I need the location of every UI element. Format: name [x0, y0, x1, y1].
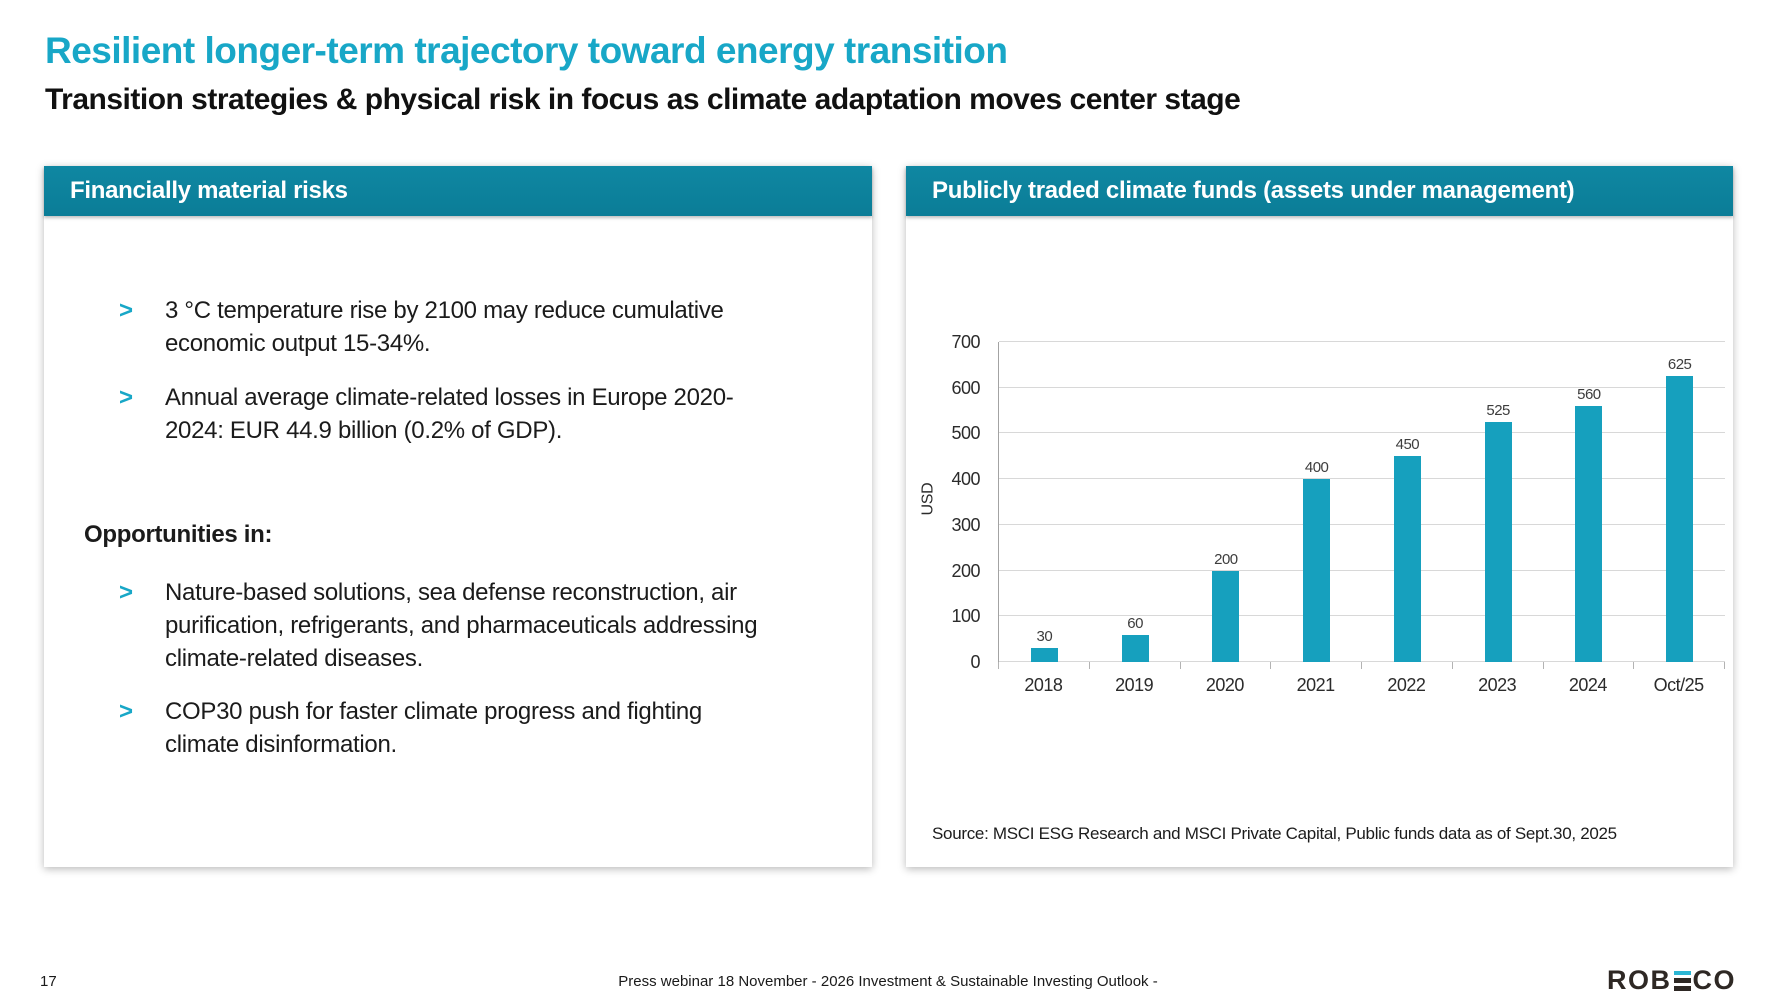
x-tick [1271, 662, 1362, 669]
x-axis-label: 2024 [1568, 675, 1608, 695]
bar-slot: 60 [1090, 342, 1181, 662]
bar-slot: 30 [999, 342, 1090, 662]
page-subtitle: Transition strategies & physical risk in… [45, 83, 1241, 116]
y-tick-label: 500 [951, 423, 980, 444]
bar-value-label: 625 [1667, 356, 1692, 374]
bullet-text: Annual average climate-related losses in… [165, 384, 734, 444]
grid-line [999, 341, 1725, 342]
bar [1484, 422, 1512, 662]
right-panel-body: USD 0 100 200 300 400 500 600 700 30 60 200 400 450… [906, 216, 1733, 867]
x-axis-label: Oct/25 [1653, 675, 1705, 695]
x-tick [1453, 662, 1544, 669]
x-tick [1634, 662, 1725, 669]
bullet-text: COP30 push for faster climate progress a… [165, 698, 702, 758]
bar-slot: 625 [1634, 342, 1725, 662]
footer-text: Press webinar 18 November - 2026 Investm… [618, 973, 1158, 990]
bar [1212, 570, 1240, 662]
bar-value-label: 60 [1127, 614, 1143, 632]
x-axis-label: 2023 [1478, 675, 1517, 695]
bar-slot: 525 [1453, 342, 1544, 662]
bar-series: 30 60 200 400 450 525 560 625 [999, 342, 1725, 662]
x-axis-label: 2019 [1115, 675, 1154, 695]
x-axis-label: 2021 [1296, 675, 1336, 695]
x-axis-label: 2018 [1024, 675, 1063, 695]
financially-material-risks-panel: Financially material risks > 3 °C temper… [44, 166, 872, 867]
logo-e-glyph [1673, 970, 1691, 991]
x-tick [1090, 662, 1181, 669]
x-axis-ticks [998, 662, 1725, 669]
x-axis-label: 2020 [1205, 675, 1245, 695]
robeco-logo: ROB CO [1607, 965, 1736, 996]
x-axis-label: 2022 [1387, 675, 1426, 695]
bar [1303, 479, 1331, 662]
bullet-text: Nature-based solutions, sea defense reco… [165, 579, 758, 672]
grid-line [999, 661, 1725, 662]
x-tick [1362, 662, 1453, 669]
bar-value-label: 400 [1304, 459, 1329, 477]
y-tick-label: 0 [970, 652, 980, 672]
grid-line [999, 432, 1725, 434]
bar [1393, 456, 1421, 662]
bar-slot: 560 [1544, 342, 1635, 662]
opportunities-label: Opportunities in: [84, 521, 273, 548]
page-number: 17 [40, 973, 57, 990]
bar-value-label: 450 [1395, 436, 1420, 454]
bullet-text: 3 °C temperature rise by 2100 may reduce… [165, 297, 724, 357]
bar [1575, 406, 1603, 662]
y-tick-label: 400 [951, 469, 980, 490]
grid-line [999, 569, 1725, 571]
grid-line [999, 615, 1725, 617]
y-tick-label: 700 [951, 332, 980, 352]
x-tick [1181, 662, 1272, 669]
grid-line [999, 478, 1725, 480]
y-tick-label: 100 [951, 606, 980, 627]
bar-slot: 200 [1181, 342, 1272, 662]
page-title: Resilient longer-term trajectory toward … [45, 30, 1008, 71]
chevron-bullet-icon: > [119, 384, 133, 411]
bullet-temperature-rise: > 3 °C temperature rise by 2100 may redu… [119, 294, 769, 360]
chevron-bullet-icon: > [119, 579, 133, 606]
source-note: Source: MSCI ESG Research and MSCI Priva… [932, 824, 1617, 843]
chevron-bullet-icon: > [119, 297, 133, 324]
logo-text-suffix: CO [1692, 965, 1736, 995]
x-axis-labels: 2018 2019 2020 2021 2022 2023 2024 Oct/25 [998, 675, 1724, 696]
bar [1030, 648, 1058, 662]
bar-chart-plot-area: 30 60 200 400 450 525 560 625 [998, 341, 1725, 662]
climate-funds-panel: Publicly traded climate funds (assets un… [906, 166, 1733, 867]
x-tick [1544, 662, 1635, 669]
right-panel-header: Publicly traded climate funds (assets un… [906, 166, 1733, 216]
bar-value-label: 525 [1486, 402, 1510, 419]
bar [1666, 376, 1694, 662]
bar-slot: 450 [1362, 342, 1453, 662]
y-axis-tick-labels: 0 100 200 300 400 500 600 700 [932, 332, 988, 672]
bullet-cop30: > COP30 push for faster climate progress… [119, 695, 769, 761]
bar [1121, 634, 1149, 662]
bar-value-label: 560 [1577, 386, 1601, 403]
grid-line [999, 386, 1725, 388]
bullet-nature-based-solutions: > Nature-based solutions, sea defense re… [119, 576, 769, 675]
chevron-bullet-icon: > [119, 698, 133, 725]
y-tick-label: 300 [951, 514, 980, 535]
grid-line [999, 523, 1725, 525]
x-tick [999, 662, 1090, 669]
logo-text-prefix: ROB [1607, 965, 1672, 995]
bar-value-label: 30 [1036, 628, 1053, 646]
left-panel-header: Financially material risks [44, 166, 872, 216]
bullet-climate-losses: > Annual average climate-related losses … [119, 381, 769, 447]
y-tick-label: 200 [951, 560, 980, 581]
bar-value-label: 200 [1214, 550, 1238, 568]
y-tick-label: 600 [951, 377, 980, 398]
left-panel-body: > 3 °C temperature rise by 2100 may redu… [44, 216, 872, 945]
bar-slot: 400 [1271, 342, 1362, 662]
